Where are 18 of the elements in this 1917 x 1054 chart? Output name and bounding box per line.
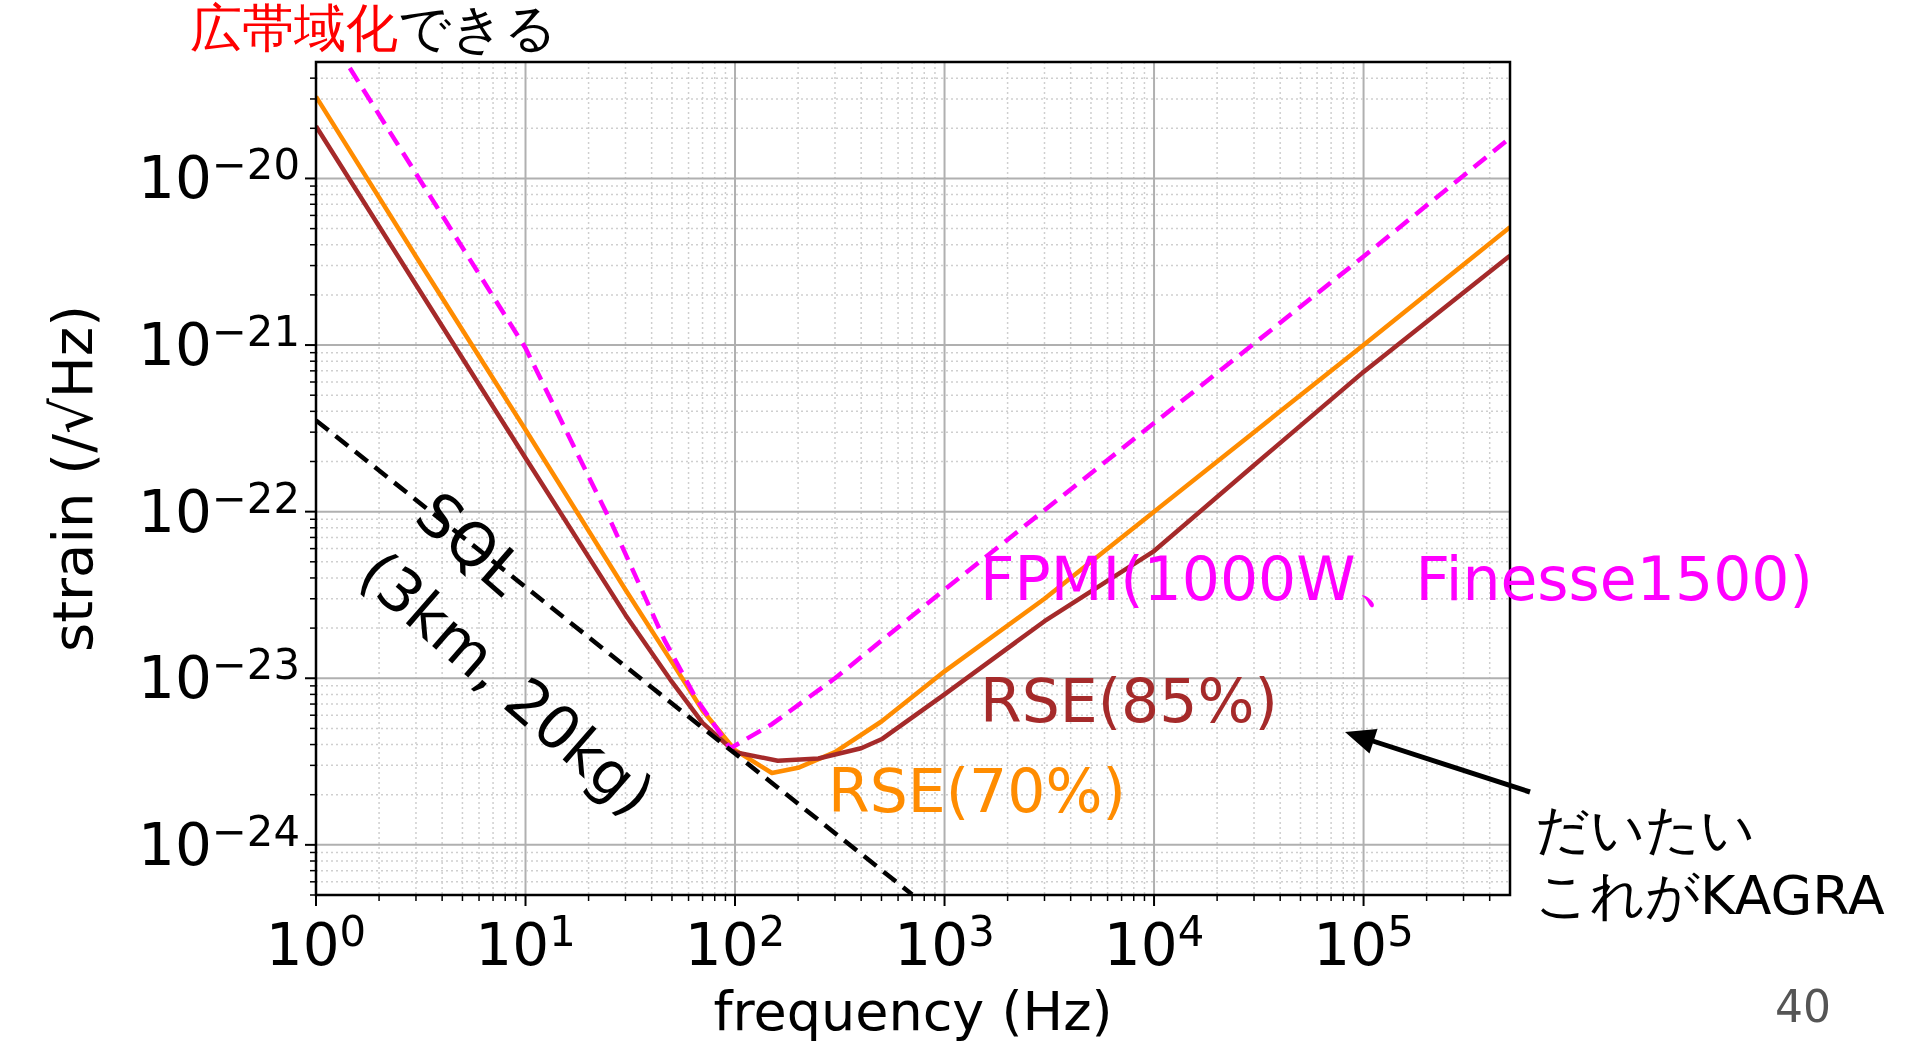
annotation: 40 (1775, 981, 1831, 1032)
y-tick-label: 10$^{−24}$ (138, 806, 300, 879)
x-tick-label: 10$^{5}$ (1313, 907, 1414, 979)
y-tick-label: 10$^{−20}$ (138, 140, 300, 213)
annotation: できる (398, 0, 557, 58)
annotation: これがKAGRA (1535, 864, 1885, 927)
x-tick-label: 10$^{3}$ (894, 907, 995, 979)
x-tick-label: 10$^{4}$ (1103, 907, 1205, 979)
x-tick-label: 10$^{2}$ (684, 907, 786, 979)
annotation: だいたい (1535, 798, 1755, 861)
y-axis-title: strain (/√Hz) (40, 304, 105, 653)
y-tick-label: 10$^{−23}$ (138, 640, 300, 713)
x-tick-label: 10$^{0}$ (265, 907, 367, 979)
x-tick-label: 10$^{1}$ (475, 907, 576, 979)
y-tick-label: 10$^{−21}$ (138, 307, 300, 380)
annotation: 広帯域化 (190, 0, 398, 58)
y-tick-label: 10$^{−22}$ (138, 473, 300, 546)
x-axis-title: frequency (Hz) (713, 980, 1113, 1043)
